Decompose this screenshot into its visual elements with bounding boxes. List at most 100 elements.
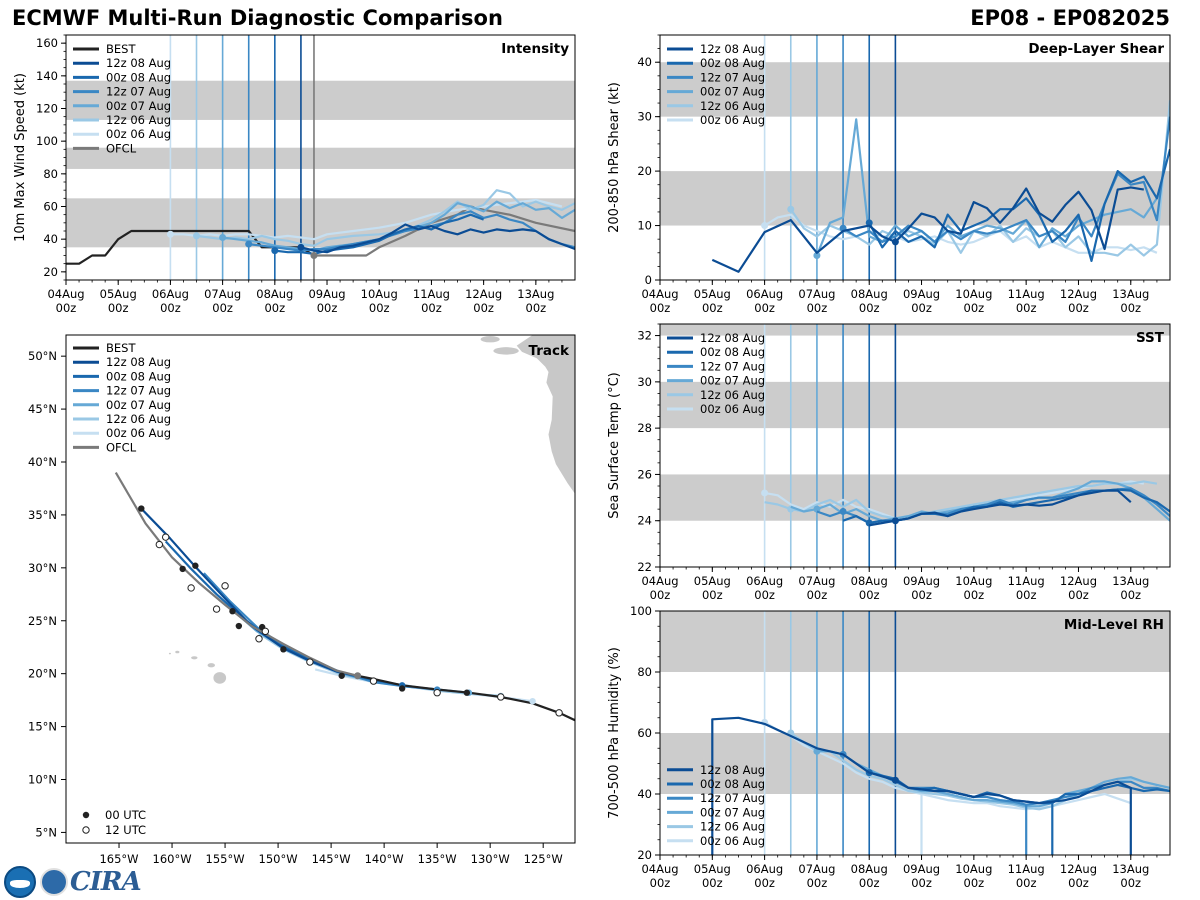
x-tick-label-date: 10Aug xyxy=(955,574,992,588)
init-marker xyxy=(166,230,174,238)
marker-12utc xyxy=(221,582,229,590)
plot-frame xyxy=(659,323,1171,568)
shaded-band xyxy=(660,171,1170,226)
land-hawaii xyxy=(207,663,215,668)
x-tick-label-hour: 00z xyxy=(369,301,390,315)
x-tick-label-date: 11Aug xyxy=(1008,862,1045,876)
legend-label: 12z 06 Aug xyxy=(106,412,171,426)
panel-title: Track xyxy=(529,343,570,359)
init-marker xyxy=(813,252,821,259)
x-tick-label-date: 05Aug xyxy=(694,574,731,588)
marker-12utc xyxy=(161,533,170,541)
y-tick-label: 22 xyxy=(637,560,652,574)
legend-label: BEST xyxy=(106,341,136,355)
series-line-12z-06-aug xyxy=(764,480,1158,520)
ofcl-start-marker xyxy=(354,672,362,680)
marker-legend-swatch-00utc xyxy=(82,811,90,819)
panel-mid-level-rh: 2040608010004Aug00z05Aug00z06Aug00z07Aug… xyxy=(607,604,1171,890)
init-marker xyxy=(839,507,847,515)
lat-tick-label: 45°N xyxy=(28,402,57,416)
x-tick-label-date: 13Aug xyxy=(517,287,554,301)
x-tick-label-date: 06Aug xyxy=(746,574,783,588)
x-tick-label-date: 04Aug xyxy=(641,574,678,588)
x-tick-label-date: 08Aug xyxy=(851,287,888,301)
track-line-00z-08-aug xyxy=(164,540,403,687)
x-tick-label-hour: 00z xyxy=(650,876,671,890)
legend-label: 00z 07 Aug xyxy=(106,398,171,412)
lat-tick-label: 40°N xyxy=(28,455,57,469)
marker-12utc xyxy=(212,605,221,613)
lat-tick-label: 50°N xyxy=(28,349,57,363)
x-tick-label-hour: 00z xyxy=(859,301,880,315)
x-tick-label-date: 11Aug xyxy=(1008,287,1045,301)
land-island xyxy=(480,336,500,343)
x-tick-label-hour: 00z xyxy=(108,301,129,315)
lon-tick-label: 155°W xyxy=(206,852,245,866)
marker-00utc xyxy=(338,672,345,679)
panel-deep-layer-shear: 01020304004Aug00z05Aug00z06Aug00z07Aug00… xyxy=(607,34,1171,315)
shaded-band xyxy=(66,147,575,169)
land-hawaii xyxy=(168,652,171,655)
marker-00utc xyxy=(229,608,236,615)
x-tick-label-hour: 00z xyxy=(807,301,828,315)
lat-tick-label: 35°N xyxy=(28,508,57,522)
legend-label: 00z 06 Aug xyxy=(106,127,171,141)
legend-label: 12z 06 Aug xyxy=(106,113,171,127)
y-tick-label: 30 xyxy=(637,375,652,389)
marker-12utc xyxy=(255,635,263,643)
shaded-band xyxy=(660,381,1170,429)
lon-tick-label: 140°W xyxy=(365,852,404,866)
series-line-12z-08-aug xyxy=(300,223,575,254)
legend-label: 00z 07 Aug xyxy=(700,85,765,99)
x-tick-label-hour: 00z xyxy=(911,876,932,890)
y-tick-label: 40 xyxy=(43,232,58,246)
land-hawaii xyxy=(191,656,198,660)
x-tick-label-date: 08Aug xyxy=(256,287,293,301)
x-tick-label-hour: 00z xyxy=(1068,876,1089,890)
y-axis-label: 200-850 hPa Shear (kt) xyxy=(607,82,622,233)
x-tick-label-hour: 00z xyxy=(1016,588,1037,602)
lat-tick-label: 10°N xyxy=(28,773,57,787)
shaded-band xyxy=(660,62,1170,117)
lon-tick-label: 145°W xyxy=(312,852,351,866)
x-tick-label-date: 12Aug xyxy=(1060,862,1097,876)
x-tick-label-date: 06Aug xyxy=(746,862,783,876)
x-tick-label-hour: 00z xyxy=(650,588,671,602)
marker-12utc xyxy=(155,540,164,549)
panel-title: SST xyxy=(1136,330,1165,346)
track-line-best xyxy=(357,674,575,722)
legend-label: 00z 06 Aug xyxy=(700,402,765,416)
x-tick-label-hour: 00z xyxy=(56,301,77,315)
x-tick-label-hour: 00z xyxy=(964,588,985,602)
noaa-logo-icon xyxy=(4,866,36,898)
marker-12utc xyxy=(433,689,441,697)
lat-tick-label: 20°N xyxy=(28,667,57,681)
x-tick-label-date: 13Aug xyxy=(1112,862,1149,876)
marker-00utc xyxy=(179,565,186,573)
init-marker xyxy=(813,505,821,513)
x-tick-label-hour: 00z xyxy=(1068,301,1089,315)
x-tick-label-date: 12Aug xyxy=(465,287,502,301)
x-tick-label-hour: 00z xyxy=(754,301,775,315)
x-tick-label-hour: 00z xyxy=(702,876,723,890)
y-tick-label: 60 xyxy=(43,200,58,214)
map-frame xyxy=(65,334,576,844)
x-tick-label-hour: 00z xyxy=(473,301,494,315)
y-axis-label: Sea Surface Temp (°C) xyxy=(607,372,622,519)
marker-12utc xyxy=(497,693,505,701)
lon-tick-label: 130°W xyxy=(471,852,510,866)
x-tick-label-hour: 00z xyxy=(317,301,338,315)
x-tick-label-hour: 00z xyxy=(1068,588,1089,602)
legend-label: 12z 07 Aug xyxy=(700,791,765,805)
y-tick-label: 10 xyxy=(637,219,652,233)
init-marker xyxy=(865,219,873,227)
track-start-marker xyxy=(529,697,536,705)
legend-label: 12z 07 Aug xyxy=(700,70,765,84)
x-tick-label-date: 13Aug xyxy=(1112,574,1149,588)
land-north-america xyxy=(516,335,575,499)
x-tick-label-hour: 00z xyxy=(526,301,547,315)
globe-logo-icon xyxy=(40,868,68,896)
